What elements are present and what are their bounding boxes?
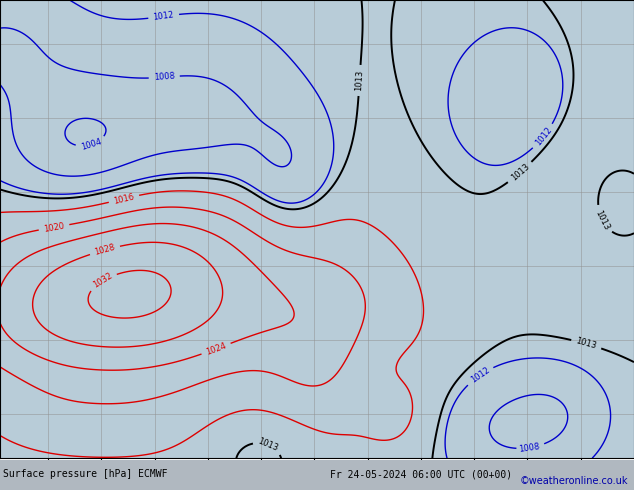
Text: 1013: 1013 [354,70,365,91]
Text: 1012: 1012 [469,366,491,385]
Text: 1013: 1013 [593,208,611,231]
Text: 1008: 1008 [153,72,175,82]
Text: 1012: 1012 [533,125,553,147]
Text: 1013: 1013 [257,437,280,453]
Text: 1032: 1032 [91,271,114,290]
Text: 1012: 1012 [153,10,174,22]
Text: Fr 24-05-2024 06:00 UTC (00+00): Fr 24-05-2024 06:00 UTC (00+00) [330,469,512,479]
Text: 1020: 1020 [43,221,65,234]
Text: 1013: 1013 [575,337,598,351]
Text: 1028: 1028 [93,243,116,257]
Text: 1016: 1016 [113,192,135,205]
Text: 1013: 1013 [509,162,531,183]
Text: 1004: 1004 [80,137,103,152]
Text: Surface pressure [hPa] ECMWF: Surface pressure [hPa] ECMWF [3,469,167,479]
Text: ©weatheronline.co.uk: ©weatheronline.co.uk [519,476,628,486]
Text: 1008: 1008 [518,441,540,454]
Text: 1024: 1024 [205,341,228,357]
